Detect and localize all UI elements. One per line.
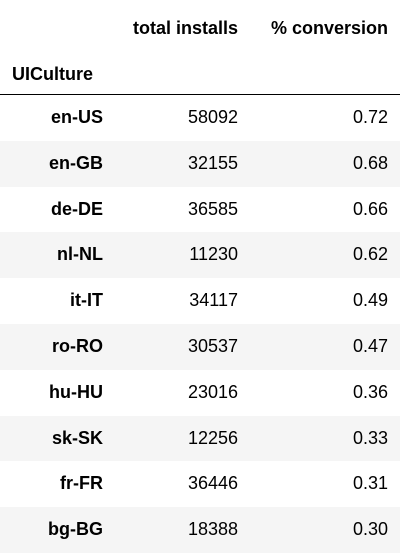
header-divider — [0, 94, 400, 95]
cell-total-installs: 36585 — [187, 198, 238, 219]
row-index: bg-BG — [48, 519, 103, 540]
table-row: bg-BG 18388 0.30 — [0, 507, 400, 553]
cell-conversion: 0.36 — [352, 381, 388, 402]
cell-conversion: 0.68 — [352, 152, 388, 173]
column-header-conversion: % conversion — [270, 18, 388, 38]
table-row: hu-HU 23016 0.36 — [0, 370, 400, 416]
row-index: en-US — [50, 107, 103, 127]
cell-total-installs: 34117 — [189, 290, 238, 311]
cell-total-installs: 32155 — [187, 152, 238, 173]
cell-conversion: 0.30 — [352, 519, 388, 540]
row-index: fr-FR — [60, 473, 103, 494]
cell-total-installs: 12256 — [187, 427, 238, 448]
table-body: en-US 58092 0.72 en-GB 32155 0.68 de-DE … — [0, 95, 400, 553]
cell-total-installs: 18388 — [187, 519, 238, 540]
cell-conversion: 0.33 — [352, 427, 388, 448]
table-row: sk-SK 12256 0.33 — [0, 415, 400, 462]
table-header: total installs % conversion UICulture — [0, 0, 400, 94]
cell-total-installs: 23016 — [187, 381, 238, 402]
row-index: sk-SK — [51, 427, 103, 448]
cell-conversion: 0.49 — [352, 290, 388, 311]
cell-total-installs: 58092 — [187, 107, 238, 127]
row-index: hu-HU — [49, 381, 103, 402]
table-row: it-IT 34117 0.49 — [0, 278, 400, 324]
index-name-header: UICulture — [12, 64, 93, 84]
cell-conversion: 0.47 — [352, 335, 388, 356]
cell-conversion: 0.66 — [352, 198, 388, 219]
row-index: it-IT — [70, 290, 103, 311]
cell-conversion: 0.62 — [352, 244, 388, 265]
table-row: en-GB 32155 0.68 — [0, 140, 400, 187]
table-row: de-DE 36585 0.66 — [0, 187, 400, 233]
row-index: de-DE — [50, 198, 103, 219]
row-index: en-GB — [49, 152, 103, 173]
cell-conversion: 0.72 — [352, 107, 388, 127]
column-header-total-installs: total installs — [132, 18, 238, 38]
cell-total-installs: 11230 — [189, 244, 238, 265]
row-index: ro-RO — [52, 335, 103, 356]
cell-total-installs: 36446 — [187, 473, 238, 494]
cell-total-installs: 30537 — [187, 335, 238, 356]
table-row: ro-RO 30537 0.47 — [0, 323, 400, 370]
row-index: nl-NL — [57, 244, 103, 265]
cell-conversion: 0.31 — [352, 473, 388, 494]
table-row: fr-FR 36446 0.31 — [0, 461, 400, 507]
table-row: nl-NL 11230 0.62 — [0, 232, 400, 279]
table-row: en-US 58092 0.72 — [0, 95, 400, 141]
